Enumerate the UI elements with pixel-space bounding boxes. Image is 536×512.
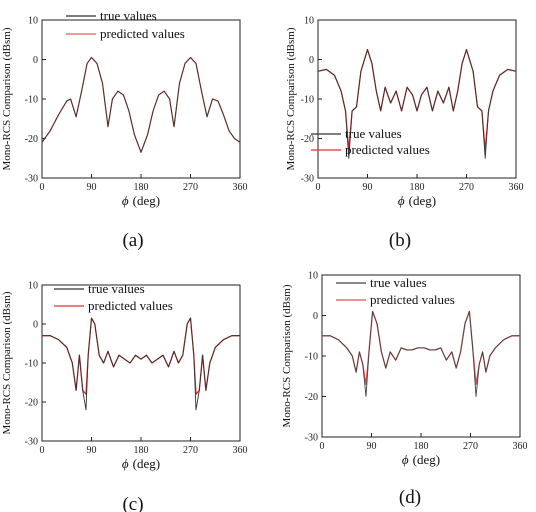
chart-2: 0 90 180 270 360 10 0 -10 -20 -30 Mono-RCS Compari… [285,16,524,252]
plot-frame [41,19,241,179]
y-tick-label: 10 [308,271,318,282]
x-tick-label: 0 [316,182,321,193]
y-tick-label: -20 [25,134,38,145]
legend-label-true: true values [370,275,427,290]
x-tick-label: 270 [183,182,198,193]
y-axis-label: Mono-RCS Comparison (dBsm) [1,27,13,170]
y-tick-label: 10 [28,281,38,292]
legend-label-predicted: predicted values [100,26,185,41]
x-tick-label: 180 [134,182,149,193]
x-axis-symbol: ϕ [398,193,405,208]
y-axis-label: Mono-RCS Comparison (dBsm) [1,291,13,434]
y-tick-label: -30 [301,174,314,185]
series-line-true [317,49,517,159]
series-line-true [41,57,241,153]
x-axis-label: ϕ (deg) [398,193,436,208]
y-tick-label: 10 [304,16,314,27]
x-axis-unit: (deg) [133,193,160,208]
y-tick-label: -10 [25,359,38,370]
x-tick-label: 0 [40,445,45,456]
x-tick-label: 360 [509,182,524,193]
x-axis-unit: (deg) [133,456,160,471]
series-line-true [42,317,240,411]
subfigure-caption: (c) [122,494,143,512]
x-tick-label: 360 [233,182,248,193]
x-tick-label: 180 [134,445,149,456]
x-tick-label: 180 [410,182,425,193]
x-tick-label: 90 [87,445,97,456]
legend-label-predicted: predicted values [370,292,455,307]
y-tick-label: 0 [313,311,318,322]
x-axis-symbol: ϕ [122,456,129,471]
y-tick-label: -20 [301,134,314,145]
subfigure-caption: (a) [122,230,143,251]
x-axis-label: ϕ (deg) [402,452,440,467]
y-tick-label: -30 [25,174,38,185]
x-tick-label: 0 [320,441,325,452]
x-tick-label: 360 [513,441,528,452]
x-tick-label: 270 [463,441,478,452]
x-tick-label: 90 [367,441,377,452]
y-tick-label: -20 [25,398,38,409]
series-line-predicted [42,317,240,395]
y-tick-label: 0 [33,55,38,66]
x-axis-unit: (deg) [409,193,436,208]
y-tick-label: -30 [305,433,318,444]
x-tick-label: 360 [233,445,248,456]
x-tick-label: 270 [183,445,198,456]
y-tick-label: 0 [33,320,38,331]
x-axis-unit: (deg) [413,452,440,467]
x-tick-label: 180 [414,441,429,452]
chart-1: 0 90 180 270 360 10 0 -10 -20 -30 Mono-RCS Compari… [1,8,248,251]
subfigure-caption: (b) [389,230,411,251]
subfigure-caption: (d) [399,487,421,508]
legend-label-true: true values [100,8,157,23]
legend-label-true: true values [88,281,145,296]
series-line-true [322,310,520,397]
y-tick-label: 10 [28,16,38,27]
x-axis-label: ϕ (deg) [122,456,160,471]
legend-label-predicted: predicted values [88,298,173,313]
y-axis-label: Mono-RCS Comparison (dBsm) [285,27,297,170]
y-tick-label: -30 [25,437,38,448]
x-tick-label: 90 [87,182,97,193]
chart-3: 0 90 180 270 360 10 0 -10 -20 -30 Mono-RCS Compari… [1,281,248,512]
y-tick-label: -10 [305,352,318,363]
y-axis-label: Mono-RCS Comparison (dBsm) [281,284,293,427]
legend-label-predicted: predicted values [345,142,430,157]
y-tick-label: -20 [305,392,318,403]
x-tick-label: 270 [459,182,474,193]
chart-4: 0 90 180 270 360 10 0 -10 -20 -30 Mono-RCS Compari… [281,271,528,509]
x-tick-label: 90 [363,182,373,193]
y-tick-label: -10 [301,95,314,106]
y-tick-label: -10 [25,95,38,106]
x-tick-label: 0 [40,182,45,193]
y-tick-label: 0 [309,55,314,66]
x-axis-label: ϕ (deg) [122,193,160,208]
x-axis-symbol: ϕ [402,452,409,467]
x-axis-symbol: ϕ [122,193,129,208]
legend-label-true: true values [345,126,402,141]
